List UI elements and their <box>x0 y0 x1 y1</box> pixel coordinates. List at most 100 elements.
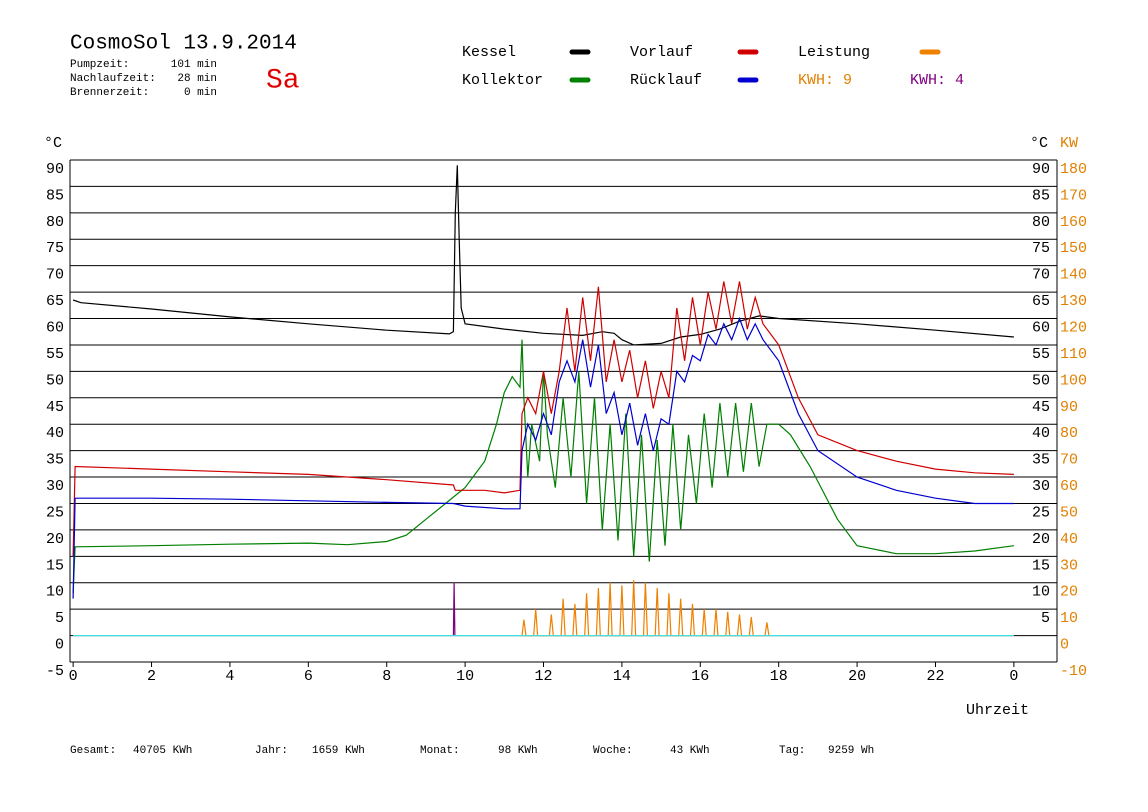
y2-tick-label: 130 <box>1060 293 1087 310</box>
y-tick-label: 25 <box>46 504 64 521</box>
footer-value: 98 KWh <box>498 745 538 757</box>
info-value: 0 min <box>184 87 217 99</box>
legend-label: Rücklauf <box>630 72 702 89</box>
series-line <box>72 316 1014 599</box>
y-tick-label: 75 <box>46 240 64 257</box>
footer-label: Tag: <box>779 745 805 757</box>
kwh-label: KWH: 4 <box>910 72 964 89</box>
y-tick-label-right: 30 <box>1032 478 1050 495</box>
footer-value: 9259 Wh <box>828 745 874 757</box>
y2-tick-label: -10 <box>1060 663 1087 680</box>
y-tick-label: 55 <box>46 346 64 363</box>
footer-value: 1659 KWh <box>312 745 365 757</box>
y2-tick-label: 40 <box>1060 531 1078 548</box>
legend-label: Kollektor <box>462 72 543 89</box>
x-tick-label: 0 <box>1009 668 1018 685</box>
legend-label: Vorlauf <box>630 44 693 61</box>
info-value: 101 min <box>171 59 217 71</box>
y-tick-label: 20 <box>46 531 64 548</box>
y-tick-label-right: 5 <box>1041 610 1050 627</box>
y-tick-label-right: 65 <box>1032 293 1050 310</box>
footer-value: 40705 KWh <box>133 745 192 757</box>
y-tick-label-right: 75 <box>1032 240 1050 257</box>
info-label: Nachlaufzeit: <box>70 73 156 85</box>
y-tick-label: -5 <box>46 663 64 680</box>
y2-tick-label: 150 <box>1060 240 1087 257</box>
x-tick-label: 16 <box>691 668 709 685</box>
y-tick-label: 40 <box>46 425 64 442</box>
x-tick-label: 12 <box>535 668 553 685</box>
y2-tick-label: 110 <box>1060 346 1087 363</box>
y2-tick-label: 80 <box>1060 425 1078 442</box>
day-label: Sa <box>266 65 300 96</box>
y-tick-label-right: 70 <box>1032 267 1050 284</box>
info-value: 28 min <box>177 73 217 85</box>
y-tick-label-right: 80 <box>1032 214 1050 231</box>
x-axis-label: Uhrzeit <box>966 702 1029 719</box>
series-line <box>72 281 1014 557</box>
info-label: Brennerzeit: <box>70 87 149 99</box>
y-tick-label: 70 <box>46 267 64 284</box>
x-tick-label: 0 <box>69 668 78 685</box>
x-tick-label: 18 <box>770 668 788 685</box>
x-tick-label: 22 <box>926 668 944 685</box>
y2-tick-label: 170 <box>1060 187 1087 204</box>
legend-label: Kessel <box>462 44 516 61</box>
x-tick-label: 2 <box>147 668 156 685</box>
y-axis-label: °C <box>44 135 62 152</box>
y2-tick-label: 180 <box>1060 161 1087 178</box>
y-tick-label-right: 60 <box>1032 319 1050 336</box>
legend-label: Leistung <box>798 44 870 61</box>
footer-label: Woche: <box>593 745 633 757</box>
footer-value: 43 KWh <box>670 745 710 757</box>
y2-tick-label: 160 <box>1060 214 1087 231</box>
y-tick-label: 60 <box>46 319 64 336</box>
y-tick-label: 80 <box>46 214 64 231</box>
y-tick-label: 90 <box>46 161 64 178</box>
y-axis-label-right: °C <box>1030 135 1048 152</box>
y-tick-label: 5 <box>55 610 64 627</box>
y2-tick-label: 100 <box>1060 372 1087 389</box>
y-tick-label-right: 55 <box>1032 346 1050 363</box>
x-tick-label: 6 <box>304 668 313 685</box>
info-label: Pumpzeit: <box>70 59 129 71</box>
y-tick-label: 15 <box>46 557 64 574</box>
y2-tick-label: 0 <box>1060 637 1069 654</box>
y2-tick-label: 90 <box>1060 399 1078 416</box>
y-tick-label-right: 45 <box>1032 399 1050 416</box>
y2-tick-label: 10 <box>1060 610 1078 627</box>
y-tick-label-right: 40 <box>1032 425 1050 442</box>
y-tick-label-right: 10 <box>1032 584 1050 601</box>
y-tick-label-right: 20 <box>1032 531 1050 548</box>
footer-label: Gesamt: <box>70 745 116 757</box>
y-tick-label-right: 90 <box>1032 161 1050 178</box>
y2-tick-label: 30 <box>1060 557 1078 574</box>
x-tick-label: 20 <box>848 668 866 685</box>
y2-tick-label: 20 <box>1060 584 1078 601</box>
y-tick-label: 35 <box>46 452 64 469</box>
y-tick-label: 30 <box>46 478 64 495</box>
y-tick-label: 10 <box>46 584 64 601</box>
y-tick-label-right: 25 <box>1032 504 1050 521</box>
x-tick-label: 10 <box>456 668 474 685</box>
footer-label: Monat: <box>420 745 460 757</box>
y-tick-label: 45 <box>46 399 64 416</box>
y2-tick-label: 140 <box>1060 267 1087 284</box>
y2-tick-label: 50 <box>1060 504 1078 521</box>
series-line <box>72 165 1014 346</box>
y-tick-label-right: 35 <box>1032 452 1050 469</box>
y-tick-label-right: 85 <box>1032 187 1050 204</box>
y-tick-label: 85 <box>46 187 64 204</box>
series-line <box>452 582 456 636</box>
footer-label: Jahr: <box>255 745 288 757</box>
x-tick-label: 4 <box>225 668 234 685</box>
y2-tick-label: 120 <box>1060 319 1087 336</box>
y2-axis-label: KW <box>1060 135 1078 152</box>
chart-title: CosmoSol 13.9.2014 <box>70 33 297 56</box>
y2-tick-label: 60 <box>1060 478 1078 495</box>
kwh-label: KWH: 9 <box>798 72 852 89</box>
y-tick-label-right: 15 <box>1032 557 1050 574</box>
y-tick-label: 65 <box>46 293 64 310</box>
